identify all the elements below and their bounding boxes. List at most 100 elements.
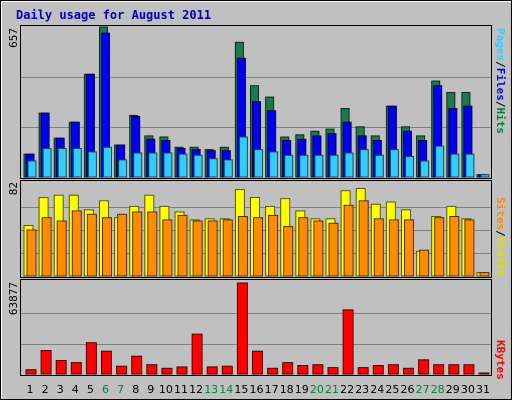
x-tick-day-30: 30: [461, 383, 475, 396]
bar-pages-day-3: [57, 148, 67, 178]
x-tick-day-28: 28: [431, 383, 445, 396]
bar-pages-day-9: [148, 152, 158, 178]
bar-pages-day-10: [163, 152, 173, 178]
bar-kbytes-day-8: [131, 355, 143, 375]
x-tick-day-29: 29: [446, 383, 460, 396]
bar-sites-day-6: [102, 217, 112, 277]
x-tick-day-17: 17: [265, 383, 279, 396]
bar-pages-day-15: [238, 136, 248, 178]
bar-pages-day-7: [118, 159, 128, 178]
x-tick-day-15: 15: [234, 383, 248, 396]
bar-sites-day-19: [298, 217, 309, 277]
bar-sites-day-14: [222, 219, 233, 277]
panel-visits-ymax-label: 82: [7, 182, 20, 195]
legend-kbytes-item-0: KBytes: [494, 340, 507, 380]
bar-pages-day-4: [72, 148, 82, 178]
bar-pages-day-23: [359, 149, 369, 178]
bar-kbytes-day-10: [161, 367, 173, 375]
bar-sites-day-29: [449, 216, 460, 277]
bar-sites-day-25: [388, 219, 399, 277]
bar-pages-day-5: [87, 151, 97, 178]
bar-kbytes-day-25: [387, 364, 399, 375]
x-tick-day-27: 27: [416, 383, 430, 396]
x-tick-day-8: 8: [132, 383, 139, 396]
bar-kbytes-day-26: [403, 367, 414, 375]
bar-pages-day-2: [42, 148, 52, 178]
bar-sites-day-18: [283, 226, 294, 277]
x-tick-day-6: 6: [102, 383, 109, 396]
bar-sites-day-31: [479, 272, 490, 277]
x-tick-day-9: 9: [147, 383, 154, 396]
bar-kbytes-day-12: [191, 333, 203, 375]
bar-kbytes-day-11: [176, 366, 188, 375]
bar-pages-day-6: [103, 146, 112, 178]
bar-sites-day-2: [41, 217, 52, 277]
bar-sites-day-24: [373, 218, 384, 277]
x-tick-day-2: 2: [42, 383, 49, 396]
bar-sites-day-23: [358, 200, 369, 277]
panel-kbytes-bars: [25, 282, 490, 375]
x-tick-day-23: 23: [355, 383, 369, 396]
legend-hits-item-0: Pages: [494, 28, 507, 61]
bar-kbytes-day-31: [478, 372, 490, 375]
bar-pages-day-1: [27, 160, 37, 178]
bar-kbytes-day-29: [448, 364, 460, 375]
x-tick-day-25: 25: [385, 383, 399, 396]
bar-kbytes-day-28: [433, 364, 445, 375]
bar-sites-day-28: [434, 217, 445, 277]
x-tick-day-1: 1: [27, 383, 34, 396]
bar-sites-day-11: [177, 214, 188, 277]
bar-pages-day-12: [193, 154, 203, 178]
bar-pages-day-25: [389, 149, 399, 178]
bar-sites-day-21: [328, 222, 339, 277]
x-tick-day-19: 19: [295, 383, 309, 396]
bar-pages-day-17: [269, 151, 279, 178]
panel-visits-bars: [23, 188, 490, 277]
panel-kbytes-gridlines: [21, 313, 491, 345]
bar-kbytes-day-30: [463, 364, 475, 375]
legend-visits-item-1: /: [494, 230, 507, 237]
x-tick-day-26: 26: [401, 383, 415, 396]
x-axis-day-labels: 1 2 3 4 5 6 7 8 9 10 11 12 13 14 15 16 17 18 19 20 21 22 23 24 2…: [27, 383, 491, 396]
panel-visits-legend: Sites/Visits: [494, 197, 507, 277]
bar-sites-day-5: [86, 213, 97, 277]
bar-pages-day-16: [254, 149, 263, 178]
panel-kbytes-legend: KBytes: [494, 340, 507, 380]
bar-pages-day-31: [480, 174, 490, 178]
x-tick-day-4: 4: [72, 383, 79, 396]
legend-visits-item-2: Visits: [494, 237, 507, 277]
bar-kbytes-day-5: [85, 342, 97, 375]
bar-kbytes-day-21: [327, 367, 339, 375]
bar-kbytes-day-7: [116, 365, 128, 375]
legend-hits-item-3: /: [494, 101, 507, 108]
bar-kbytes-day-19: [297, 365, 309, 375]
bar-sites-day-13: [207, 220, 218, 277]
x-tick-day-18: 18: [280, 383, 294, 396]
bar-kbytes-day-6: [101, 350, 112, 375]
x-tick-day-21: 21: [325, 383, 339, 396]
panel-visits: 82 Sites/Visits: [7, 180, 507, 278]
x-tick-day-3: 3: [57, 383, 64, 396]
chart-title: Daily usage for August 2011: [16, 8, 211, 22]
panel-kbytes: 63877 KBytes: [7, 279, 507, 380]
x-tick-day-16: 16: [250, 383, 264, 396]
bar-pages-day-27: [420, 160, 430, 178]
bar-pages-day-24: [374, 154, 384, 178]
bar-sites-day-16: [253, 217, 263, 277]
bar-pages-day-14: [223, 159, 233, 178]
x-tick-day-11: 11: [174, 383, 188, 396]
bar-sites-day-27: [419, 249, 430, 277]
bar-kbytes-day-16: [252, 350, 263, 375]
legend-hits-item-4: Hits: [494, 108, 507, 135]
bar-pages-day-28: [435, 145, 445, 178]
bar-sites-day-8: [132, 211, 143, 277]
bar-kbytes-day-14: [221, 365, 233, 375]
panel-hits-bars: [23, 26, 490, 178]
bar-pages-day-29: [450, 153, 460, 178]
bar-kbytes-day-18: [282, 362, 294, 375]
bar-sites-day-7: [117, 213, 128, 277]
x-tick-day-20: 20: [310, 383, 324, 396]
panel-hits: 657 Pages/Files/Hits: [7, 25, 507, 179]
x-tick-day-22: 22: [340, 383, 354, 396]
x-tick-day-24: 24: [370, 383, 384, 396]
